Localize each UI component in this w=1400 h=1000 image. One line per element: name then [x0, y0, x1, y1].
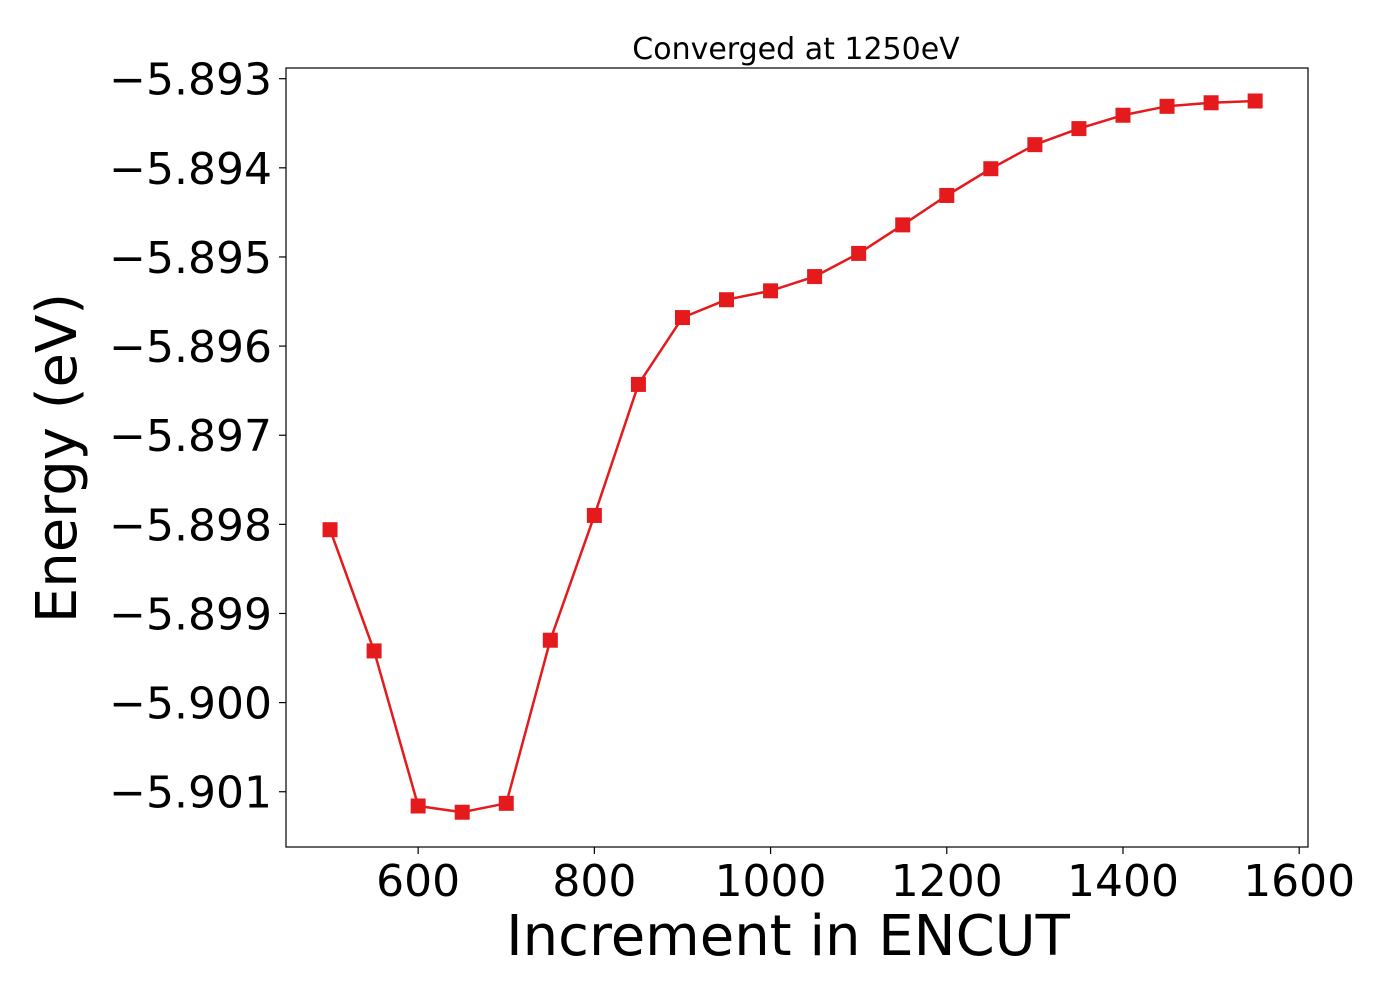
y-tick-label: −5.901 — [109, 768, 272, 819]
y-tick-label: −5.897 — [109, 411, 272, 462]
chart-title: Converged at 1250eV — [632, 32, 960, 67]
data-point — [498, 795, 514, 811]
y-tick-label: −5.899 — [109, 589, 272, 640]
x-tick-label: 1200 — [891, 856, 1003, 907]
data-point — [586, 507, 602, 523]
data-point — [895, 217, 911, 233]
data-point — [1203, 95, 1219, 111]
series-line — [328, 99, 1256, 814]
x-tick-label: 600 — [376, 856, 460, 907]
y-tick-label: −5.893 — [109, 55, 272, 106]
x-axis-label: Increment in ENCUT — [506, 904, 1071, 969]
y-tick-label: −5.896 — [109, 322, 272, 373]
x-tick-label: 1400 — [1067, 856, 1179, 907]
data-point — [807, 269, 823, 285]
data-point — [1247, 93, 1263, 109]
plot-area-frame — [285, 67, 1309, 848]
data-point — [1115, 107, 1131, 123]
data-point — [719, 292, 735, 308]
data-point — [410, 798, 426, 814]
data-point — [851, 245, 867, 261]
data-point — [454, 804, 470, 820]
y-tick-label: −5.900 — [109, 679, 272, 730]
x-tick-label: 800 — [552, 856, 636, 907]
data-point — [1027, 137, 1043, 153]
y-axis: −5.893 −5.894 −5.895 −5.896 −5.897 −5.898 −5.8… — [109, 55, 286, 819]
data-point — [1071, 121, 1087, 137]
x-axis: 600 800 1000 1200 1400 1600 — [376, 847, 1355, 907]
series-energy — [322, 93, 1263, 820]
y-tick-label: −5.895 — [109, 233, 272, 284]
x-tick-label: 1600 — [1243, 856, 1355, 907]
data-point — [939, 187, 955, 203]
y-tick-label: −5.898 — [109, 500, 272, 551]
data-point — [983, 161, 999, 177]
data-point — [674, 310, 690, 326]
x-tick-label: 1000 — [715, 856, 827, 907]
data-point — [542, 632, 558, 648]
data-point — [763, 283, 779, 299]
data-point — [322, 522, 338, 538]
data-point — [1159, 98, 1175, 114]
data-point — [630, 376, 646, 392]
data-point — [366, 643, 382, 659]
y-axis-label: Energy (eV) — [25, 293, 90, 623]
y-tick-label: −5.894 — [109, 144, 272, 195]
